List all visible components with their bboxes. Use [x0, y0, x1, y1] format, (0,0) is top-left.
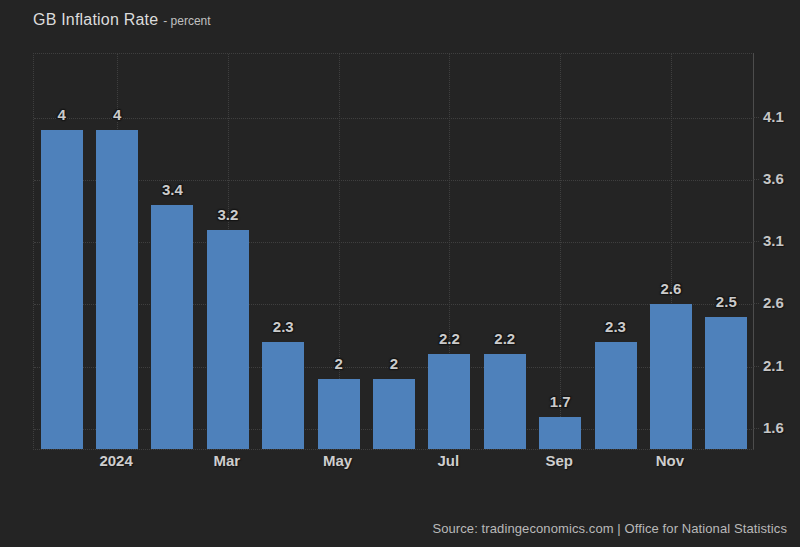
- h-gridline: [34, 304, 754, 305]
- x-axis-tick-label: Sep: [545, 452, 573, 469]
- x-axis-tick-label: Jul: [438, 452, 460, 469]
- x-axis-tick-label: Mar: [214, 452, 241, 469]
- x-axis-tick-label: 2024: [99, 452, 132, 469]
- bar-value-label: 2.3: [273, 318, 294, 335]
- y-axis-tick-label: 3.1: [763, 232, 784, 249]
- bar-value-label: 1.7: [550, 393, 571, 410]
- x-axis-tick-label: Nov: [656, 452, 684, 469]
- bar[interactable]: [650, 304, 692, 449]
- x-axis-tick-label: May: [323, 452, 352, 469]
- bar[interactable]: [484, 354, 526, 449]
- bar-value-label: 2: [334, 355, 342, 372]
- bar[interactable]: [705, 317, 747, 449]
- bar[interactable]: [539, 417, 581, 449]
- h-gridline: [34, 242, 754, 243]
- y-axis-tick-mark: [753, 241, 759, 242]
- bar[interactable]: [318, 379, 360, 449]
- chart-header: GB Inflation Rate - percent: [33, 11, 211, 29]
- y-axis-tick-mark: [753, 179, 759, 180]
- v-gridline: [560, 54, 561, 449]
- y-axis-tick-label: 2.6: [763, 295, 784, 312]
- x-axis-labels: 2024 Mar May Jul Sep Nov: [33, 452, 753, 474]
- bar[interactable]: [96, 130, 138, 449]
- y-axis-tick-label: 4.1: [763, 108, 784, 125]
- y-axis-tick-label: 2.1: [763, 357, 784, 374]
- y-axis-tick-mark: [753, 117, 759, 118]
- bar-value-label: 4: [113, 106, 121, 123]
- y-axis-labels: 4.1 3.6 3.1 2.6 2.1 1.6: [753, 53, 799, 448]
- bar-value-label: 2.5: [716, 293, 737, 310]
- bar-value-label: 3.4: [162, 181, 183, 198]
- bar[interactable]: [428, 354, 470, 449]
- bar[interactable]: [151, 205, 193, 449]
- chart-background: GB Inflation Rate - percent 4 4 3.4 3.2 2.3 2 2…: [0, 0, 800, 547]
- source-credit: Source: tradingeconomics.com | Office fo…: [432, 521, 787, 536]
- bar-value-label: 2.2: [494, 330, 515, 347]
- bar[interactable]: [262, 342, 304, 449]
- bar[interactable]: [595, 342, 637, 449]
- page-title: GB Inflation Rate: [33, 11, 158, 28]
- plot-area: 4 4 3.4 3.2 2.3 2 2 2.2 2.2 1.7 2.3 2.6 2.5: [33, 53, 754, 450]
- bar-value-label: 2: [390, 355, 398, 372]
- bar[interactable]: [41, 130, 83, 449]
- page-subtitle: - percent: [163, 14, 210, 28]
- bar-value-label: 2.3: [605, 318, 626, 335]
- bar-value-label: 2.6: [660, 280, 681, 297]
- y-axis-tick-mark: [753, 428, 759, 429]
- bar-value-label: 2.2: [439, 330, 460, 347]
- y-axis-tick-mark: [753, 303, 759, 304]
- y-axis-tick-mark: [753, 366, 759, 367]
- bar-value-label: 3.2: [217, 206, 238, 223]
- y-axis-tick-label: 3.6: [763, 170, 784, 187]
- h-gridline: [34, 180, 754, 181]
- h-gridline: [34, 118, 754, 119]
- bar-value-label: 4: [58, 106, 66, 123]
- bar[interactable]: [373, 379, 415, 449]
- bar[interactable]: [207, 230, 249, 449]
- y-axis-tick-label: 1.6: [763, 419, 784, 436]
